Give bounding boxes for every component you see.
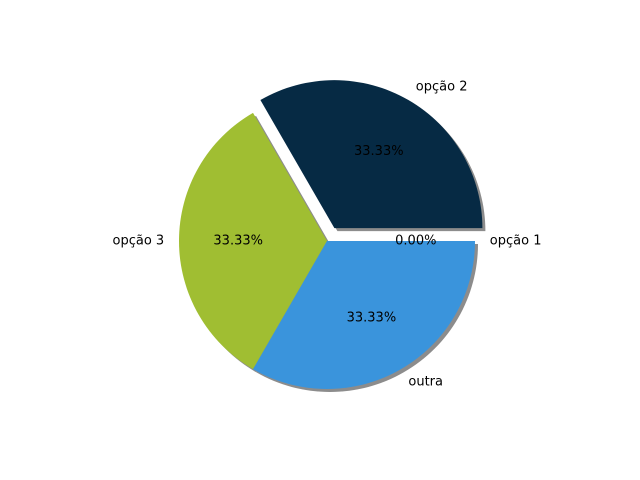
- slice-percent-outra: 33.33%: [347, 310, 397, 325]
- slice-opcao-2: [260, 80, 483, 229]
- pie-labels: opção 1 0.00% opção 2 33.33% opção 3 33.33% ou…: [113, 80, 542, 390]
- slice-percent-opcao-1: 0.00%: [395, 234, 436, 249]
- slice-label-opcao-3: opção 3: [113, 234, 165, 249]
- slice-label-opcao-2: opção 2: [416, 80, 468, 95]
- slice-label-opcao-1: opção 1: [490, 234, 542, 249]
- slice-percent-opcao-3: 33.33%: [213, 234, 263, 249]
- slice-label-outra: outra: [408, 374, 443, 389]
- slice-outra: [253, 241, 475, 389]
- pie-slices: [179, 80, 483, 389]
- slice-percent-opcao-2: 33.33%: [354, 144, 404, 159]
